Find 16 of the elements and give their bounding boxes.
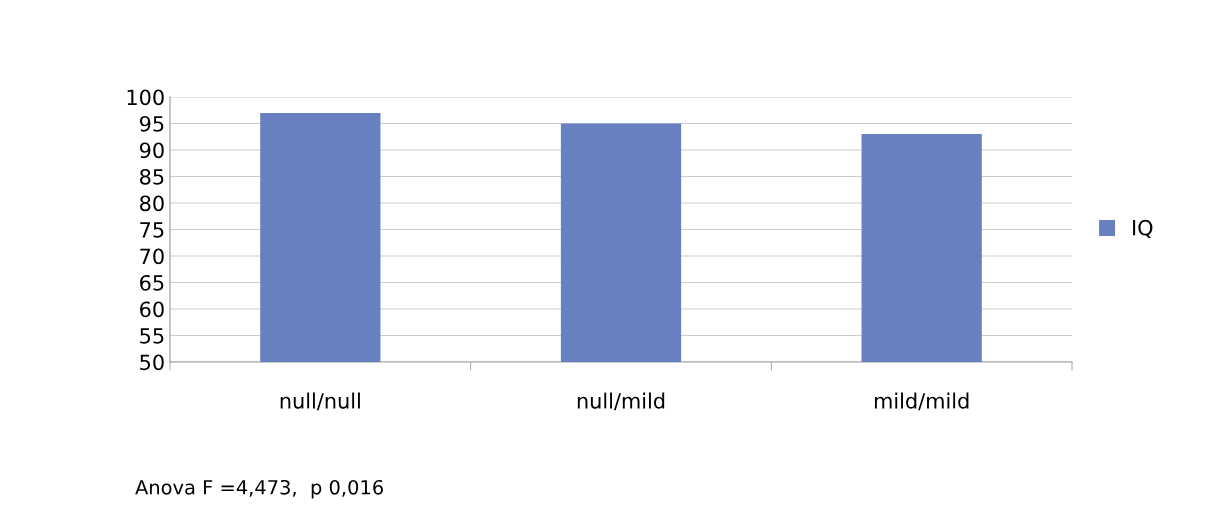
- x-tick-label: mild/mild: [874, 392, 969, 411]
- y-tick-label: 50: [140, 354, 164, 371]
- y-tick-label: 75: [140, 222, 164, 238]
- x-tick-label: null/null: [280, 392, 360, 411]
- y-tick-label: 80: [140, 195, 164, 212]
- x-tick-label: null/mild: [577, 392, 665, 411]
- y-tick-label: 95: [139, 115, 164, 132]
- y-tick-label: 100: [127, 89, 164, 106]
- y-tick-label: 90: [139, 142, 164, 159]
- text: Anova F =4,473, p 0,016: [135, 479, 383, 499]
- y-tick-label: 55: [140, 328, 164, 344]
- y-tick-label: 65: [140, 274, 164, 291]
- y-tick-label: 70: [140, 248, 164, 265]
- y-tick-label: 85: [140, 168, 164, 185]
- y-tick-label: 60: [140, 301, 164, 318]
- legend-label: IQ: [1133, 219, 1153, 238]
